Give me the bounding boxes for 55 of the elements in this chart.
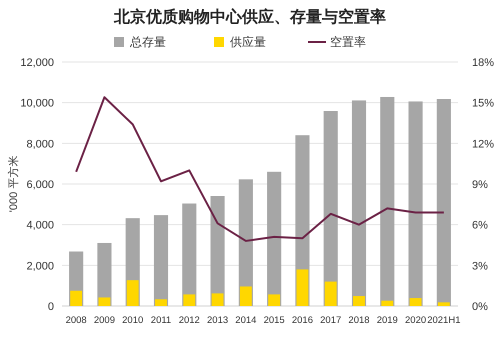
bar (381, 300, 394, 306)
x-tick-label: 2019 (376, 315, 398, 326)
legend-label: 总存量 (129, 35, 166, 49)
legend-label: 供应量 (230, 35, 266, 49)
y2-tick-label: 6% (472, 220, 488, 232)
chart-title: 北京优质购物中心供应、存量与空置率 (113, 7, 386, 26)
x-tick-label: 2009 (94, 315, 115, 326)
bar (126, 280, 139, 306)
bar (408, 101, 423, 306)
y-tick-label: 6,000 (26, 179, 54, 191)
bar (154, 215, 168, 306)
bar (436, 99, 451, 306)
y-tick-label: 4,000 (26, 220, 54, 232)
y2-tick-label: 3% (472, 260, 488, 272)
y-axis-title: '000 平方米 (7, 156, 20, 212)
y-tick-label: 0 (48, 301, 54, 313)
y2-tick-label: 0% (472, 301, 488, 313)
legend-label: 空置率 (330, 35, 366, 49)
bar (240, 286, 252, 306)
bar (268, 294, 280, 306)
y-tick-label: 12,000 (20, 57, 54, 69)
bar (380, 96, 394, 306)
bar (182, 204, 196, 306)
x-tick-label: 2010 (122, 315, 144, 326)
x-tick-label: 2012 (178, 315, 200, 326)
x-tick-label: 2014 (235, 315, 256, 326)
line-series (75, 96, 445, 242)
x-tick-label: 2021H1 (427, 315, 460, 326)
x-tick-label: 2016 (292, 315, 313, 326)
y2-tick-label: 18% (472, 57, 494, 69)
y-tick-label: 10,000 (20, 98, 54, 110)
x-tick-label: 2008 (66, 315, 87, 326)
y2-tick-label: 9% (472, 179, 488, 191)
bar (155, 299, 167, 306)
bar (183, 294, 196, 306)
x-tick-label: 2018 (348, 315, 370, 326)
bar (324, 282, 337, 306)
bar (267, 172, 282, 306)
x-tick-label: 2013 (207, 315, 228, 326)
x-tick-label: 2011 (150, 315, 172, 326)
bar (98, 297, 110, 306)
bar (438, 302, 450, 306)
bar (353, 296, 365, 306)
x-tick-label: 2015 (264, 315, 285, 326)
bar (70, 290, 82, 306)
bar (296, 269, 308, 306)
bar (410, 298, 422, 306)
y-tick-label: 8,000 (26, 138, 54, 150)
bar (212, 293, 224, 306)
y2-tick-label: 12% (472, 138, 494, 150)
y-tick-label: 2,000 (26, 260, 54, 272)
x-tick-label: 2017 (320, 315, 342, 326)
y2-tick-label: 15% (472, 98, 494, 110)
bar (352, 100, 366, 306)
x-tick-label: 2020 (405, 315, 426, 326)
